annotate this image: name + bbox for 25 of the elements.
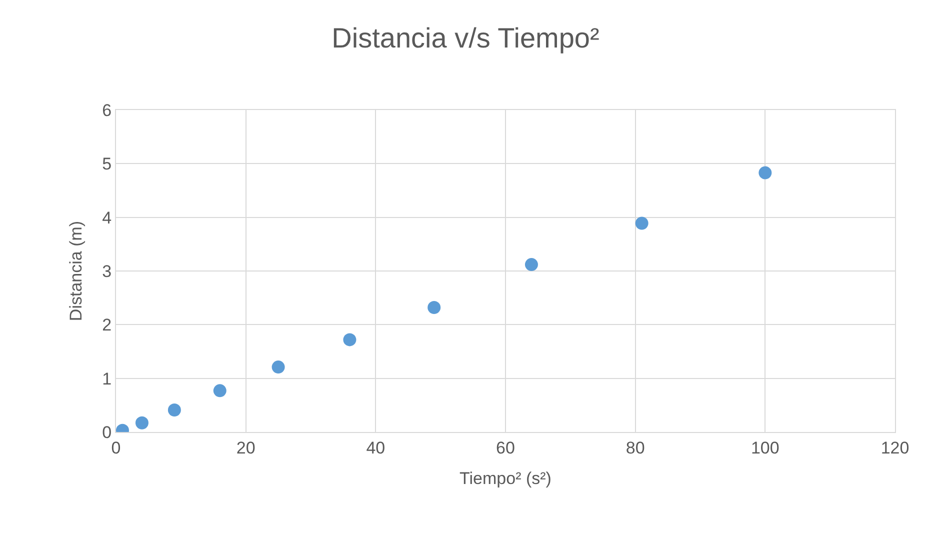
point — [135, 416, 148, 430]
point — [343, 333, 356, 346]
point — [758, 166, 772, 180]
y-tick-label: 4 — [102, 208, 112, 228]
y-tick-label: 0 — [102, 422, 112, 442]
point — [635, 216, 648, 230]
y-tick-label: 2 — [102, 316, 112, 335]
x-axis-title: Tiempo² (s²) — [460, 468, 552, 488]
y-tick-label: 1 — [102, 369, 112, 388]
y-tick-label: 6 — [102, 100, 112, 120]
x-tick-label: 80 — [626, 438, 645, 458]
point — [524, 258, 538, 272]
y-axis-title: Distancia (m) — [66, 220, 86, 322]
x-tick-label: 20 — [236, 438, 256, 458]
y-tick-label: 3 — [102, 262, 112, 281]
x-tick-label: 120 — [880, 438, 910, 458]
x-tick-label: 40 — [366, 438, 386, 458]
x-tick-label: 100 — [750, 438, 780, 458]
x-tick-label: 60 — [496, 438, 515, 458]
point — [168, 404, 181, 416]
chart-title: Distancia v/s Tiempo² — [332, 22, 600, 54]
point — [272, 360, 285, 374]
y-tick-label: 5 — [102, 154, 112, 174]
point — [428, 300, 441, 314]
point — [213, 384, 226, 398]
